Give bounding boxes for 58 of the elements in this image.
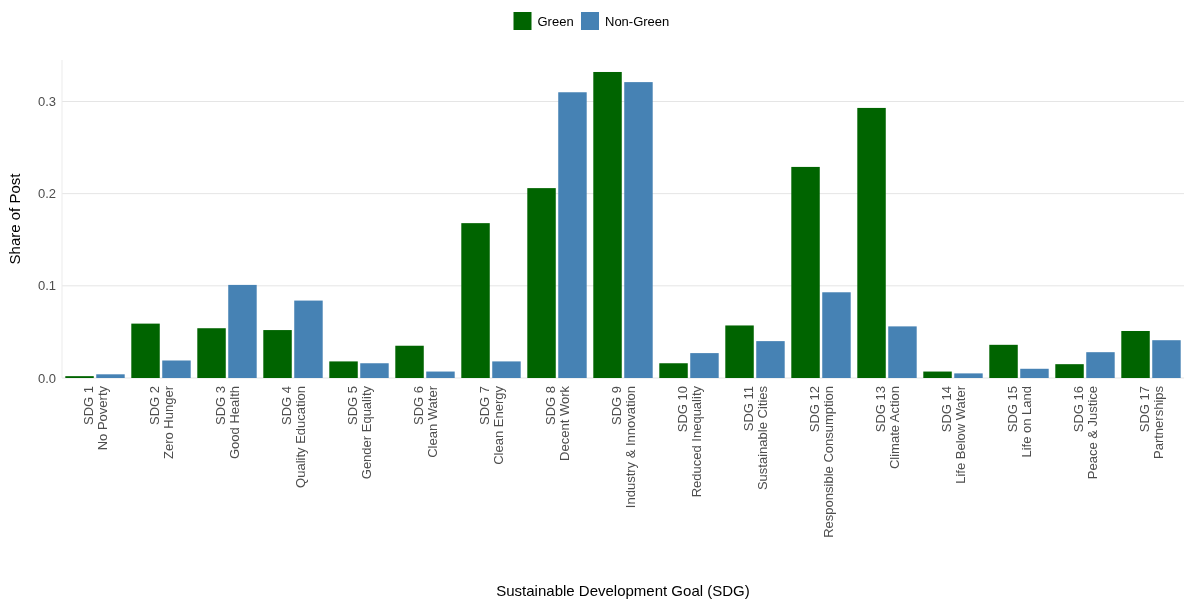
x-tick-label: SDG 8 Decent Work	[542, 385, 572, 461]
bar	[954, 373, 983, 378]
bar	[1152, 340, 1181, 378]
bar	[558, 92, 587, 378]
bar	[492, 361, 521, 378]
y-tick-label: 0.1	[37, 278, 56, 294]
x-tick-label: SDG 4 Quality Education	[278, 386, 308, 488]
y-tick-label: 0.2	[37, 186, 56, 202]
bar	[1055, 364, 1084, 378]
x-tick-label: SDG 1 No Poverty	[80, 385, 110, 451]
bar	[527, 188, 556, 378]
bar	[96, 374, 125, 378]
bar	[989, 344, 1018, 378]
bar	[1121, 330, 1150, 378]
x-tick-label: SDG 9 Industry & Innovation	[608, 386, 638, 509]
bar	[791, 166, 820, 378]
x-tick-label: SDG 12 Responsible Consumption	[806, 386, 836, 538]
bar	[923, 371, 952, 378]
y-tick-label: 0.0	[37, 370, 56, 386]
bar	[822, 292, 851, 378]
x-tick-label: SDG 13 Climate Action	[872, 386, 902, 470]
y-tick-label: 0.3	[37, 94, 56, 110]
bar	[1086, 352, 1115, 378]
bar	[1020, 368, 1049, 378]
x-tick-label: SDG 17 Partnerships	[1136, 385, 1166, 459]
bar	[593, 71, 622, 378]
x-tick-label: SDG 2 Zero Hunger	[146, 385, 176, 459]
bar	[263, 330, 292, 378]
bar	[395, 345, 424, 378]
bar	[756, 341, 785, 378]
x-tick-label: SDG 14 Life Below Water	[938, 385, 968, 484]
bar	[131, 323, 160, 378]
x-tick-label: SDG 5 Gender Equality	[344, 385, 374, 480]
x-tick-label: SDG 6 Clean Water	[410, 385, 440, 458]
bar	[690, 353, 719, 378]
x-axis-title: Sustainable Development Goal (SDG)	[496, 582, 750, 599]
bar	[659, 363, 688, 378]
bar	[857, 107, 886, 378]
bar	[426, 371, 455, 378]
y-axis-title: Share of Post	[6, 172, 23, 265]
bar	[888, 326, 917, 378]
bar	[197, 328, 226, 378]
x-tick-label: SDG 11 Sustainable Cities	[740, 385, 770, 491]
bar	[461, 223, 490, 378]
bar	[360, 363, 389, 378]
x-tick-label: SDG 16 Peace & Justice	[1070, 386, 1100, 480]
x-tick-label: SDG 15 Life on Land	[1004, 386, 1034, 458]
bar	[329, 361, 358, 378]
bar	[294, 300, 323, 378]
bar	[624, 82, 653, 378]
x-tick-label: SDG 7 Clean Energy	[476, 385, 506, 465]
x-tick-label: SDG 10 Reduced Inequality	[674, 385, 704, 498]
bar	[228, 284, 257, 378]
legend-label: Green	[537, 13, 574, 29]
x-tick-label: SDG 3 Good Health	[212, 386, 242, 459]
legend-label: Non-Green	[605, 13, 670, 29]
bar	[162, 360, 191, 378]
bar	[725, 325, 754, 378]
